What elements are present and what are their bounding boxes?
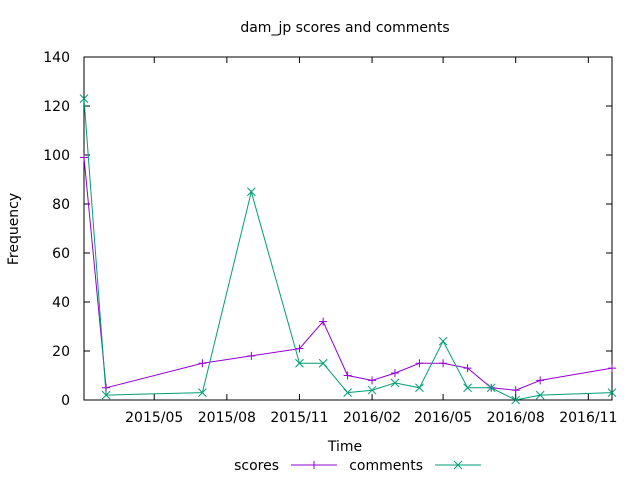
legend-marker [310, 461, 318, 469]
y-tick-label: 100 [43, 148, 70, 164]
y-axis-label: Frequency [6, 193, 22, 265]
scores-point [247, 351, 256, 360]
x-tick-label: 2015/11 [270, 410, 328, 426]
x-axis: 2015/05 2015/08 2015/11 2016/02 2016/05 2016/… [125, 57, 617, 426]
y-tick-label: 80 [52, 197, 70, 213]
legend-marker [453, 460, 463, 470]
scores-line [83, 157, 613, 391]
x-tick-label: 2015/08 [198, 410, 256, 426]
comments-point [486, 383, 496, 393]
x-tick-label: 2015/05 [125, 410, 183, 426]
comments-point [607, 388, 617, 398]
y-axis: 0 20 40 60 80 100 120 140 [43, 50, 612, 409]
scores-point [343, 371, 352, 380]
scores-point [80, 153, 88, 162]
series-scores [80, 153, 616, 395]
comments-point [390, 378, 400, 388]
scores-point [319, 317, 328, 326]
x-tick-label: 2016/05 [414, 410, 472, 426]
scores-point [415, 359, 424, 368]
x-tick-label: 2016/08 [487, 410, 545, 426]
series-layer [79, 94, 617, 405]
y-tick-label: 140 [43, 50, 70, 66]
scores-point [439, 359, 448, 368]
chart-title: dam_jp scores and comments [240, 20, 449, 36]
comments-point [101, 390, 111, 400]
comments-point [415, 383, 424, 393]
legend-label: comments [349, 458, 423, 474]
scores-point [198, 359, 207, 368]
y-tick-label: 20 [52, 344, 70, 360]
comments-point [438, 336, 448, 346]
comments-point [246, 187, 256, 197]
y-tick-label: 40 [52, 295, 70, 311]
scores-point [463, 364, 472, 373]
scores-point [511, 386, 520, 395]
legend: scores comments [234, 458, 481, 474]
legend-item-scores: scores [234, 458, 337, 474]
x-axis-label: Time [327, 439, 362, 455]
legend-item-comments: comments [349, 458, 481, 474]
series-comments [79, 94, 617, 405]
comments-point [318, 358, 328, 368]
comments-line [83, 98, 613, 401]
y-tick-label: 60 [52, 246, 70, 262]
comments-point [535, 390, 545, 400]
y-tick-label: 120 [43, 99, 70, 115]
comments-point [511, 395, 521, 405]
scores-point [608, 364, 616, 373]
scores-point [390, 369, 399, 378]
comments-point [79, 94, 89, 104]
plot-frame [83, 56, 613, 401]
x-tick-label: 2016/11 [559, 410, 617, 426]
comments-point [367, 385, 377, 395]
scores-point [295, 344, 304, 353]
comments-point [343, 388, 352, 398]
legend-label: scores [234, 458, 279, 474]
x-tick-label: 2016/02 [343, 410, 401, 426]
comments-point [295, 358, 304, 368]
comments-point [198, 388, 207, 398]
scores-point [536, 376, 545, 385]
scores-point [368, 376, 377, 385]
comments-point [463, 383, 472, 393]
y-tick-label: 0 [61, 393, 70, 409]
